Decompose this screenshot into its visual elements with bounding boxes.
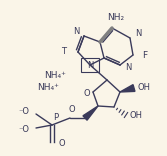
Text: N: N [135,29,141,39]
Text: N: N [87,61,93,70]
Text: O: O [84,90,90,98]
Text: ⁻O: ⁻O [19,125,30,134]
Text: N: N [125,63,131,71]
Text: N: N [73,27,79,37]
FancyBboxPatch shape [81,58,99,72]
Polygon shape [83,106,98,120]
Text: OH: OH [137,83,150,93]
Text: ⁻O: ⁻O [19,107,30,117]
Text: O: O [69,105,75,115]
Text: NH₄⁺: NH₄⁺ [44,71,66,80]
Text: NH₂: NH₂ [107,14,125,22]
Polygon shape [120,85,135,92]
Text: O: O [59,139,65,149]
Text: T: T [61,47,66,56]
Text: F: F [142,51,148,59]
Text: NH₄⁺: NH₄⁺ [37,83,59,93]
Text: OH: OH [129,110,142,119]
Text: P: P [53,112,59,122]
